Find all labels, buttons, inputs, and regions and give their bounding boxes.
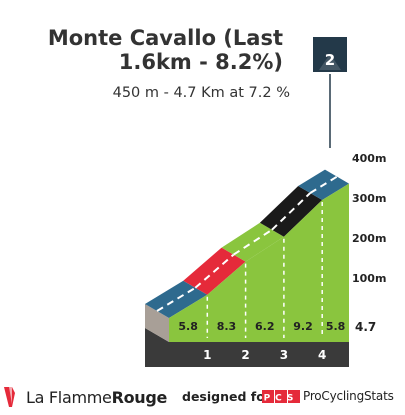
km-marker-2: 2 <box>241 348 249 362</box>
km-marker-1: 1 <box>203 348 211 362</box>
top-dash-2 <box>194 253 235 289</box>
chart-subtitle: 450 m - 4.7 Km at 7.2 % <box>112 85 290 101</box>
y-tick-300: 300m <box>352 192 386 205</box>
y-axis-ticks: 100m 200m 300m 400m <box>352 152 386 285</box>
category-badge-group: 2 <box>313 37 347 148</box>
designed-for-text: designed for <box>182 389 271 404</box>
pcs-name: ProCyclingStats <box>303 389 394 403</box>
top-dash-1 <box>156 286 196 312</box>
gradient-label-5: 5.8 <box>326 320 346 333</box>
flame-icon <box>4 387 15 407</box>
profile-front <box>169 183 349 342</box>
km-marker-4: 4 <box>318 348 326 362</box>
km-guides <box>206 202 323 338</box>
lfr-logo: La FlammeRouge <box>0 384 167 410</box>
top-dash-5 <box>309 175 338 194</box>
profile-base <box>145 328 349 367</box>
y-tick-400: 400m <box>352 152 386 165</box>
brand-left: La Flamme <box>26 387 112 407</box>
gradient-label-1: 5.8 <box>178 320 198 333</box>
top-dash-4 <box>271 192 311 231</box>
gradient-label-2: 8.3 <box>217 320 237 333</box>
gradient-labels: 5.8 8.3 6.2 9.2 5.8 <box>178 320 345 333</box>
km-marker-3: 3 <box>280 348 288 362</box>
total-distance-label: 4.7 <box>355 320 376 334</box>
y-tick-200: 200m <box>352 232 386 245</box>
pcs-logo-icon: PCS <box>262 390 300 404</box>
top-dash-3 <box>233 228 273 256</box>
profile-top-strips <box>145 169 349 318</box>
front-face <box>169 183 349 342</box>
side-face <box>145 304 169 342</box>
pcs-badge: PCS <box>264 394 299 404</box>
base-band-front <box>169 342 349 367</box>
y-tick-100: 100m <box>352 272 386 285</box>
gradient-label-3: 6.2 <box>255 320 275 333</box>
km-markers: 1 2 3 4 4.7 <box>203 320 376 362</box>
category-badge: 2 <box>325 51 335 69</box>
profile-side <box>145 304 169 342</box>
chart-title: Monte Cavallo (Last 1.6km - 8.2%) <box>47 26 283 74</box>
gradient-label-4: 9.2 <box>293 320 313 333</box>
brand-right: Rouge <box>111 387 168 407</box>
